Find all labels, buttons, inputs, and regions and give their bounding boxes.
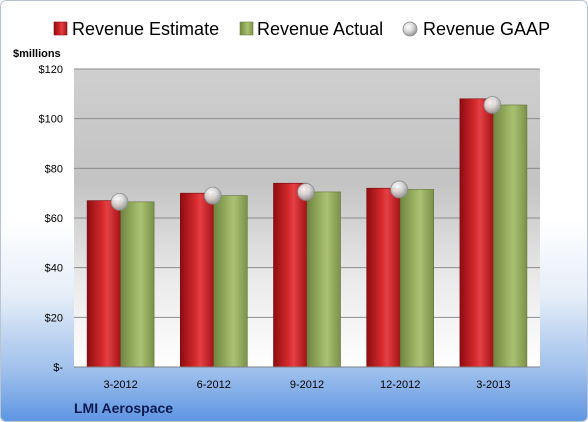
bar-revenue-actual [493,104,528,368]
x-tick-label: 3-2012 [103,379,137,391]
bar-revenue-estimate [273,182,308,368]
bar-revenue-estimate [86,200,121,368]
marker-revenue-gaap [297,183,315,201]
y-tick-label: $20 [45,312,63,324]
marker-revenue-gaap [390,180,409,199]
company-label: LMI Aerospace [74,400,173,416]
y-tick-label: $- [53,362,63,374]
legend-label-estimate: Revenue Estimate [72,19,219,39]
x-tick-label: 6-2012 [197,379,231,391]
marker-revenue-gaap [203,186,222,205]
legend-swatch-estimate [53,21,68,36]
bars [86,98,528,368]
legend-label-actual: Revenue Actual [257,19,383,39]
legend-item-revenue-estimate: Revenue Estimate [53,19,219,39]
y-axis-ticks: $- $20 $40 $60 $80 $100 $120 [39,64,64,374]
y-tick-label: $100 [39,114,63,126]
bar-revenue-actual [306,191,341,368]
bar-revenue-actual [213,195,248,368]
marker-revenue-gaap [483,96,502,114]
marker-revenue-gaap [110,192,129,211]
legend-item-revenue-actual: Revenue Actual [239,19,383,39]
bar-revenue-estimate [180,192,215,368]
gaap-markers [110,96,502,211]
bar-revenue-actual [399,189,435,368]
x-tick-label: 12-2012 [380,379,420,391]
x-axis-ticks: 3-2012 6-2012 9-2012 12-2012 3-2013 [103,379,510,391]
bar-revenue-estimate [459,98,494,368]
legend: Revenue Estimate Revenue Actual Revenue … [53,19,550,39]
bar-revenue-estimate [366,187,401,368]
y-tick-label: $120 [39,64,63,76]
legend-item-revenue-gaap: Revenue GAAP [402,19,550,39]
legend-marker-gaap [402,21,418,37]
y-tick-label: $40 [45,263,63,275]
bar-revenue-actual [120,201,155,368]
unit-label: $millions [13,48,61,60]
y-tick-label: $80 [45,163,63,175]
legend-swatch-actual [239,21,254,36]
x-tick-label: 9-2012 [290,379,324,391]
y-tick-label: $60 [45,213,63,225]
x-tick-label: 3-2013 [476,379,510,391]
legend-label-gaap: Revenue GAAP [423,19,550,39]
